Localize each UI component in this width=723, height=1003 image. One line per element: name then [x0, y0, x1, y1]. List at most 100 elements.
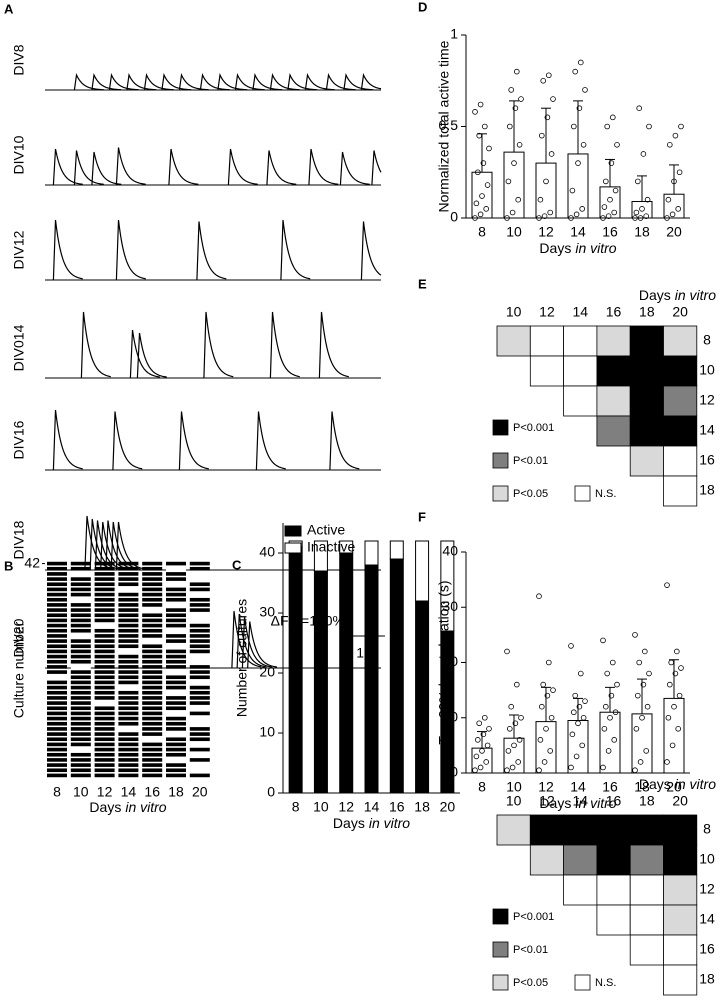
active-culture	[94, 561, 115, 566]
x-tick-label: 12	[538, 779, 554, 795]
active-culture	[47, 711, 67, 716]
data-point	[550, 96, 556, 102]
data-point	[477, 101, 484, 108]
calcium-event	[178, 72, 209, 91]
x-tick-label: 20	[666, 224, 682, 240]
y-tick-label: 10	[259, 724, 275, 740]
active-culture	[47, 597, 67, 602]
significance-cell	[663, 415, 698, 447]
significance-cell	[663, 844, 698, 876]
data-point	[479, 748, 485, 754]
bar-segment	[364, 540, 379, 566]
data-point	[541, 759, 548, 765]
active-culture	[70, 685, 91, 690]
active-culture	[142, 768, 163, 773]
data-point	[536, 767, 542, 774]
calcium-event	[52, 409, 83, 471]
active-culture	[142, 732, 163, 736]
data-point	[505, 178, 512, 185]
active-culture	[142, 758, 163, 762]
legend-label: N.S.	[595, 977, 616, 989]
bar-segment	[440, 540, 455, 632]
inactive-culture	[94, 623, 115, 628]
inactive-culture	[189, 654, 210, 659]
significance-cell	[563, 355, 598, 387]
active-culture	[70, 659, 91, 664]
active-culture	[142, 690, 163, 695]
active-culture	[166, 623, 186, 628]
calcium-event	[80, 311, 111, 379]
bar-segment	[313, 540, 328, 572]
active-culture	[94, 696, 115, 700]
y-tick-label: 20	[442, 653, 458, 669]
active-culture	[166, 561, 186, 566]
bar-segment	[389, 558, 404, 794]
panel-letter: C	[232, 557, 242, 572]
data-point	[600, 764, 606, 771]
inactive-culture	[70, 572, 91, 576]
active-culture	[47, 603, 67, 607]
active-culture	[70, 654, 91, 659]
significance-cell	[629, 325, 664, 357]
active-culture	[189, 675, 210, 680]
active-culture	[94, 763, 115, 767]
legend-label: P<0.05	[513, 977, 548, 989]
active-culture	[166, 701, 186, 705]
row-label: 18	[699, 971, 715, 987]
calcium-event	[255, 411, 286, 471]
active-culture	[47, 587, 67, 592]
data-point	[607, 196, 613, 203]
active-culture	[118, 597, 139, 602]
active-culture	[118, 618, 139, 623]
active-culture	[166, 634, 186, 638]
active-culture	[118, 763, 139, 767]
calcium-event	[329, 411, 360, 471]
legend-swatch	[492, 419, 509, 436]
data-point	[518, 96, 524, 102]
bar-segment	[339, 552, 354, 794]
data-point	[505, 748, 512, 754]
active-culture	[118, 747, 139, 752]
data-point	[575, 720, 581, 727]
data-point	[576, 703, 583, 710]
active-culture	[118, 670, 139, 674]
row-label: 8	[703, 332, 711, 348]
active-culture	[47, 737, 67, 742]
trace-label: DIV10	[11, 135, 27, 174]
active-culture	[47, 628, 67, 633]
calcium-event	[196, 221, 227, 281]
active-culture	[118, 701, 139, 705]
active-culture	[166, 696, 186, 700]
data-point	[636, 659, 642, 666]
active-culture	[166, 654, 186, 659]
row-label: 12	[699, 881, 715, 897]
active-culture	[189, 597, 210, 602]
inactive-culture	[189, 716, 210, 721]
active-culture	[142, 634, 163, 638]
data-point	[474, 737, 481, 743]
data-point	[543, 178, 549, 185]
active-culture	[70, 608, 91, 612]
active-culture	[142, 665, 163, 669]
active-culture	[94, 649, 115, 654]
active-culture	[47, 618, 67, 623]
column-label: 10	[506, 793, 522, 809]
data-point	[666, 681, 673, 688]
bar	[663, 697, 685, 774]
active-culture	[189, 732, 210, 736]
y-tick-label: 1	[450, 26, 458, 42]
inactive-culture	[189, 742, 210, 747]
active-culture	[94, 608, 115, 612]
active-culture	[166, 721, 186, 726]
active-culture	[47, 634, 67, 638]
active-culture	[189, 639, 210, 643]
active-culture	[94, 659, 115, 664]
y-tick-label: 40	[259, 544, 275, 560]
x-tick-label: 8	[292, 799, 300, 815]
active-culture	[166, 572, 186, 576]
calcium-event	[73, 72, 104, 91]
active-culture	[166, 763, 186, 767]
row-label: 14	[699, 911, 715, 927]
significance-cell	[663, 355, 698, 387]
active-culture	[47, 566, 67, 571]
